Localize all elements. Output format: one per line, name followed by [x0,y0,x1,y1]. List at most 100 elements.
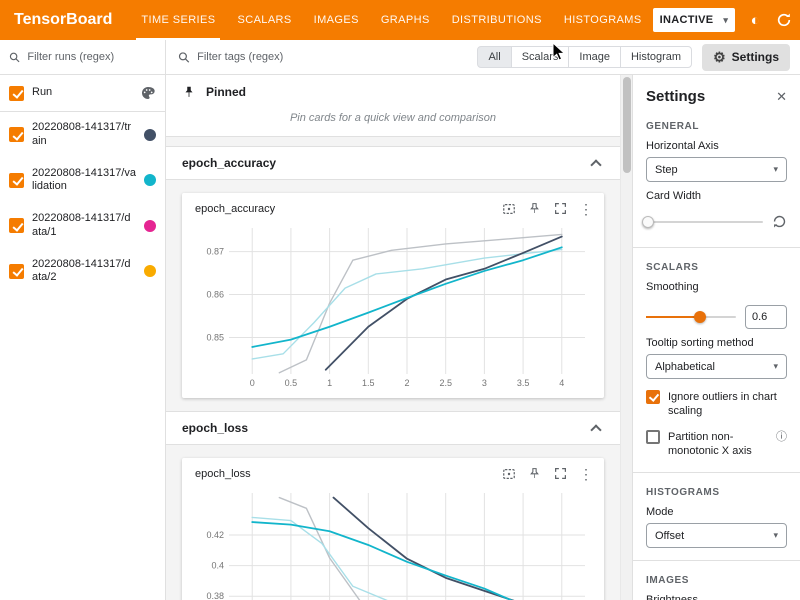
svg-text:2: 2 [404,378,409,388]
pinned-header: Pinned [166,75,620,105]
info-icon[interactable]: ⓘ [776,430,787,444]
run-checkbox[interactable] [9,173,24,188]
run-label: 20220808-141317/data/2 [32,258,136,286]
nav-tabs: TIME SERIES SCALARS IMAGES GRAPHS DISTRI… [130,0,652,40]
settings-button[interactable]: ⚙ Settings [702,44,790,71]
card-title: epoch_loss [195,468,501,480]
filter-chip-scalars[interactable]: Scalars [511,46,570,68]
chevron-up-icon[interactable] [590,159,601,170]
scalar-card-epoch-loss: epoch_loss ⋮ 0.360.380.40.4200.511.522.5… [182,458,604,600]
filter-chip-histogram[interactable]: Histogram [620,46,692,68]
search-icon [178,51,190,64]
run-label: 20220808-141317/train [32,121,136,149]
svg-text:0.42: 0.42 [206,530,224,540]
section-header-epoch-accuracy[interactable]: epoch_accuracy [166,146,620,180]
partition-x-axis-row[interactable]: Partition non-monotonic X axis ⓘ [646,430,787,459]
theme-toggle-icon[interactable]: ◐ [746,11,764,29]
filter-runs-searchbox [0,40,165,75]
ignore-outliers-row[interactable]: Ignore outliers in chart scaling [646,390,787,419]
run-color-dot[interactable] [144,265,156,277]
pin-card-icon[interactable] [527,201,542,216]
more-options-icon[interactable]: ⋮ [579,467,593,481]
svg-text:0.86: 0.86 [206,290,224,300]
tab-graphs[interactable]: GRAPHS [370,0,441,40]
section-title: epoch_loss [182,421,248,435]
settings-section-histograms: HISTOGRAMS Mode Offset ▾ [633,477,800,556]
tab-images[interactable]: IMAGES [303,0,370,40]
fullscreen-icon[interactable] [553,201,568,216]
caret-down-icon: ▾ [773,164,778,175]
run-label: 20220808-141317/validation [32,167,136,195]
more-options-icon[interactable]: ⋮ [579,202,593,216]
tab-histograms[interactable]: HISTOGRAMS [553,0,653,40]
section-header-epoch-loss[interactable]: epoch_loss [166,411,620,445]
partition-x-axis-label: Partition non-monotonic X axis [668,430,766,459]
svg-text:1: 1 [327,378,332,388]
status-value: INACTIVE [660,14,714,26]
caret-down-icon: ▾ [723,15,728,26]
tooltip-sorting-select[interactable]: Alphabetical ▾ [646,354,787,379]
partition-x-axis-checkbox[interactable] [646,430,660,444]
divider [633,560,800,561]
search-icon [9,51,20,64]
header-actions: INACTIVE ▾ ◐ ⚙ ? [653,8,800,32]
svg-text:3.5: 3.5 [517,378,530,388]
filter-chip-all[interactable]: All [477,46,511,68]
run-checkbox[interactable] [9,264,24,279]
run-row-data-2[interactable]: 20220808-141317/data/2 [0,249,165,295]
caret-down-icon: ▾ [773,361,778,372]
run-checkbox[interactable] [9,127,24,142]
tab-distributions[interactable]: DISTRIBUTIONS [441,0,553,40]
svg-text:4: 4 [559,378,564,388]
main-scrollbar[interactable] [620,75,632,600]
run-row-validation[interactable]: 20220808-141317/validation [0,158,165,204]
chevron-up-icon[interactable] [590,424,601,435]
close-icon[interactable]: ✕ [776,89,787,105]
palette-icon[interactable] [140,85,156,101]
run-color-dot[interactable] [144,220,156,232]
select-all-runs-checkbox[interactable] [9,86,24,101]
run-color-dot[interactable] [144,129,156,141]
svg-text:0.87: 0.87 [206,247,224,257]
pin-card-icon[interactable] [527,466,542,481]
run-row-data-1[interactable]: 20220808-141317/data/1 [0,203,165,249]
epoch-accuracy-chart[interactable]: 0.850.860.8700.511.522.533.54 [191,220,595,392]
run-checkbox[interactable] [9,218,24,233]
refresh-icon[interactable] [775,11,793,29]
tag-type-filter-group: All Scalars Image Histogram [477,46,692,68]
tab-scalars[interactable]: SCALARS [226,0,302,40]
horizontal-axis-value: Step [655,164,678,176]
card-actions: ⋮ [501,201,593,216]
smoothing-input[interactable] [745,305,787,329]
fullscreen-icon[interactable] [553,466,568,481]
epoch-loss-chart[interactable]: 0.360.380.40.4200.511.522.533.54 [191,485,595,600]
pin-icon [182,85,196,99]
ignore-outliers-checkbox[interactable] [646,390,660,404]
run-row-train[interactable]: 20220808-141317/train [0,112,165,158]
ignore-outliers-label: Ignore outliers in chart scaling [668,390,787,419]
tab-time-series[interactable]: TIME SERIES [130,0,226,40]
histogram-mode-select[interactable]: Offset ▾ [646,523,787,548]
card-width-row [646,214,787,229]
smoothing-slider[interactable] [646,316,736,318]
svg-text:2.5: 2.5 [439,378,452,388]
filter-chip-image[interactable]: Image [568,46,621,68]
card-width-slider[interactable] [646,221,763,223]
svg-text:3: 3 [482,378,487,388]
filter-tags-input[interactable] [197,51,467,63]
run-color-dot[interactable] [144,174,156,186]
data-table-toggle-icon[interactable] [501,466,516,481]
reset-icon[interactable] [772,214,787,229]
runs-header-row: Run [0,75,165,112]
runs-header-label: Run [32,86,132,100]
scrollbar-thumb[interactable] [623,77,631,173]
pinned-hint-text: Pin cards for a quick view and compariso… [166,105,620,136]
data-table-toggle-icon[interactable] [501,201,516,216]
brightness-label: Brightness [646,594,787,600]
horizontal-axis-select[interactable]: Step ▾ [646,157,787,182]
filter-runs-input[interactable] [27,51,156,63]
right-column: All Scalars Image Histogram ⚙ Settings [166,40,800,600]
reload-status-dropdown[interactable]: INACTIVE ▾ [653,8,736,32]
section-heading: SCALARS [646,262,787,273]
svg-text:0: 0 [250,378,255,388]
